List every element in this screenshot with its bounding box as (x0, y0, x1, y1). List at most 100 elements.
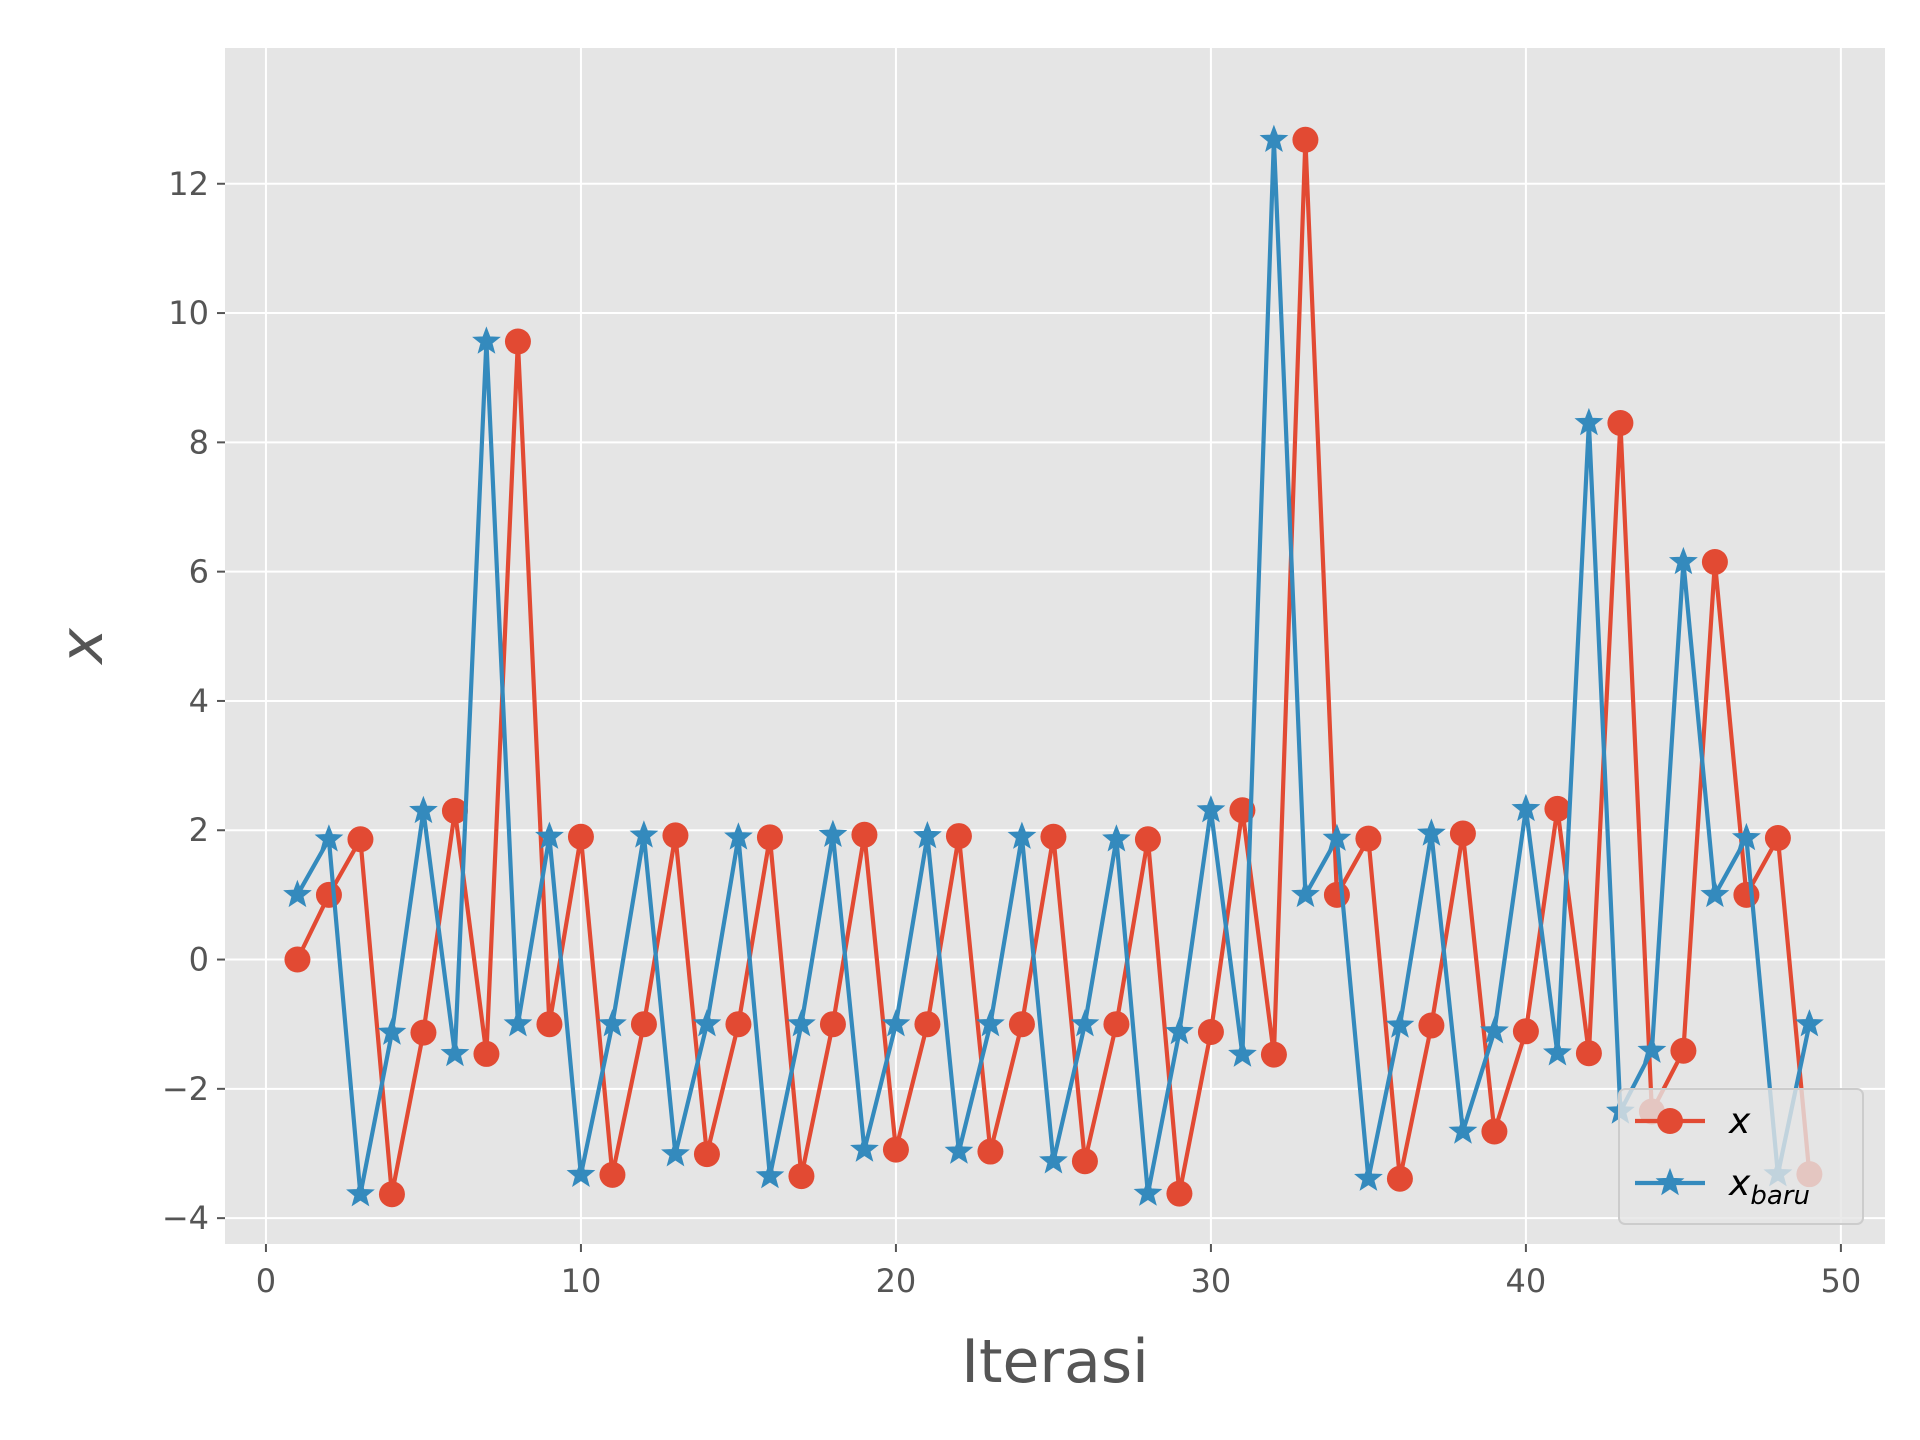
data-point (1670, 1037, 1697, 1064)
data-point (1354, 1163, 1383, 1191)
data-point (819, 1011, 846, 1038)
data-point (503, 1009, 533, 1037)
data-point (1794, 1009, 1824, 1037)
data-point (945, 823, 972, 850)
legend-label: x (1728, 1101, 1751, 1142)
data-point (1291, 879, 1320, 908)
y-tick-label: −4 (162, 1199, 209, 1237)
data-point (347, 826, 374, 853)
data-point (377, 1017, 407, 1045)
legend-marker (1657, 1108, 1683, 1134)
x-tick-label: 40 (1506, 1262, 1547, 1300)
data-point (976, 1009, 1005, 1037)
data-point (441, 797, 468, 824)
data-point (1039, 1146, 1068, 1174)
x-axis-label: Iterasi (961, 1327, 1149, 1397)
data-point (1070, 1009, 1100, 1037)
data-point (787, 1009, 816, 1037)
data-point (1292, 126, 1319, 153)
y-axis-label: x (47, 628, 117, 666)
data-point (567, 823, 594, 850)
data-point (788, 1163, 815, 1190)
data-point (693, 1141, 720, 1168)
data-point (1323, 881, 1350, 908)
data-point (818, 819, 848, 848)
data-point (1481, 1118, 1508, 1145)
data-point (1040, 823, 1067, 850)
data-point (314, 824, 344, 852)
data-point (1511, 793, 1541, 822)
data-point (1733, 881, 1760, 908)
data-point (1197, 1018, 1224, 1045)
data-point (1764, 825, 1791, 852)
data-point (977, 1138, 1004, 1165)
x-tick-label: 0 (256, 1262, 276, 1300)
data-point (756, 824, 783, 851)
data-point (1008, 1011, 1035, 1038)
data-point (536, 1011, 563, 1038)
data-point (1007, 821, 1037, 849)
data-point (535, 821, 564, 849)
data-point (410, 1019, 437, 1046)
data-point (473, 1040, 500, 1067)
data-point (1386, 1165, 1413, 1192)
y-tick-label: 4 (189, 682, 209, 720)
data-point (662, 822, 689, 849)
x-tick-label: 20 (876, 1262, 917, 1300)
data-point (1542, 1038, 1572, 1066)
data-point (1479, 1016, 1509, 1044)
data-point (661, 1138, 690, 1167)
x-tick-label: 50 (1821, 1262, 1862, 1300)
data-point (1448, 1116, 1478, 1144)
data-point (882, 1136, 909, 1163)
data-point (1196, 795, 1226, 823)
data-point (1668, 546, 1698, 575)
data-point (1133, 1178, 1163, 1206)
data-point (1259, 124, 1289, 153)
data-point (409, 795, 438, 824)
data-point (1575, 1040, 1602, 1067)
data-point (1449, 820, 1476, 847)
data-point (1416, 818, 1446, 846)
data-point (315, 881, 342, 908)
legend-label-main: x (1728, 1163, 1751, 1204)
data-point (850, 1134, 879, 1162)
data-point (881, 1009, 911, 1037)
data-point (1637, 1035, 1667, 1063)
y-tick-label: 6 (189, 553, 209, 591)
data-point (1544, 795, 1571, 822)
data-point (1512, 1018, 1539, 1045)
y-tick-label: 2 (189, 811, 209, 849)
y-tick-label: 10 (168, 294, 209, 332)
data-point (1260, 1041, 1287, 1068)
axes: 0 10 20 30 40 50 −4 −2 0 2 4 6 8 10 12 (162, 165, 1861, 1300)
data-point (1165, 1016, 1194, 1045)
data-point (1166, 1180, 1193, 1207)
data-point (1418, 1012, 1445, 1039)
data-point (914, 1011, 941, 1038)
data-point (851, 821, 878, 848)
legend-label-subscript: baru (1750, 1181, 1810, 1211)
data-point (1701, 548, 1728, 575)
y-tick-label: 8 (189, 423, 209, 461)
data-point (1574, 407, 1604, 436)
data-point (725, 1011, 752, 1038)
data-point (1700, 879, 1730, 908)
series-x-baru (283, 124, 1824, 1207)
data-point (378, 1181, 405, 1208)
data-point (440, 1038, 470, 1067)
y-tick-label: 12 (168, 165, 209, 203)
data-point (755, 1160, 785, 1189)
data-point (630, 1011, 657, 1038)
data-point (1355, 825, 1382, 852)
data-point (1134, 826, 1161, 853)
data-point (629, 820, 659, 848)
y-tick-label: 0 (189, 941, 209, 979)
data-point (913, 820, 942, 849)
data-point (692, 1009, 722, 1037)
data-point (1385, 1010, 1415, 1038)
data-point (724, 822, 753, 850)
series-layer (283, 124, 1824, 1208)
data-point (1102, 824, 1131, 852)
